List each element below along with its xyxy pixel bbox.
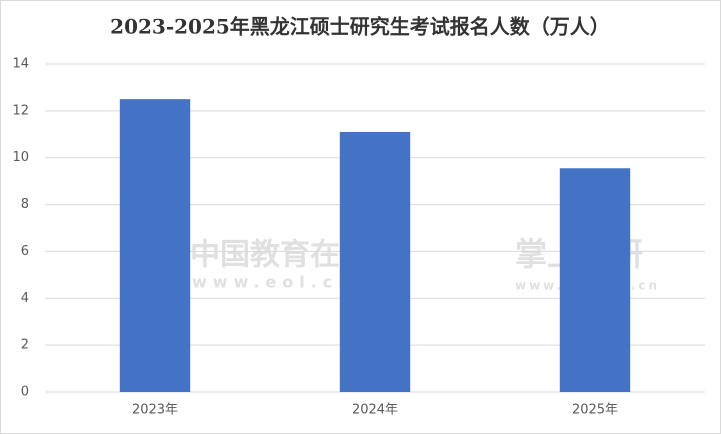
chart-title: 2023-2025年黑龙江硕士研究生考试报名人数（万人）	[110, 15, 610, 39]
x-tick-label: 2024年	[352, 403, 398, 418]
x-tick-label: 2025年	[572, 403, 618, 418]
bar	[559, 168, 631, 392]
y-tick-label: 4	[21, 291, 29, 306]
bar	[119, 99, 191, 393]
y-tick-label: 10	[12, 150, 29, 165]
bar	[339, 131, 411, 392]
y-tick-label: 6	[21, 244, 29, 259]
x-tick-label: 2023年	[132, 403, 178, 418]
y-tick-label: 14	[12, 57, 29, 72]
y-tick-label: 12	[12, 103, 29, 118]
watermark: www.eol.cn	[192, 273, 356, 292]
y-tick-label: 2	[21, 338, 29, 353]
y-tick-label: 0	[21, 385, 29, 400]
y-tick-label: 8	[21, 197, 29, 212]
